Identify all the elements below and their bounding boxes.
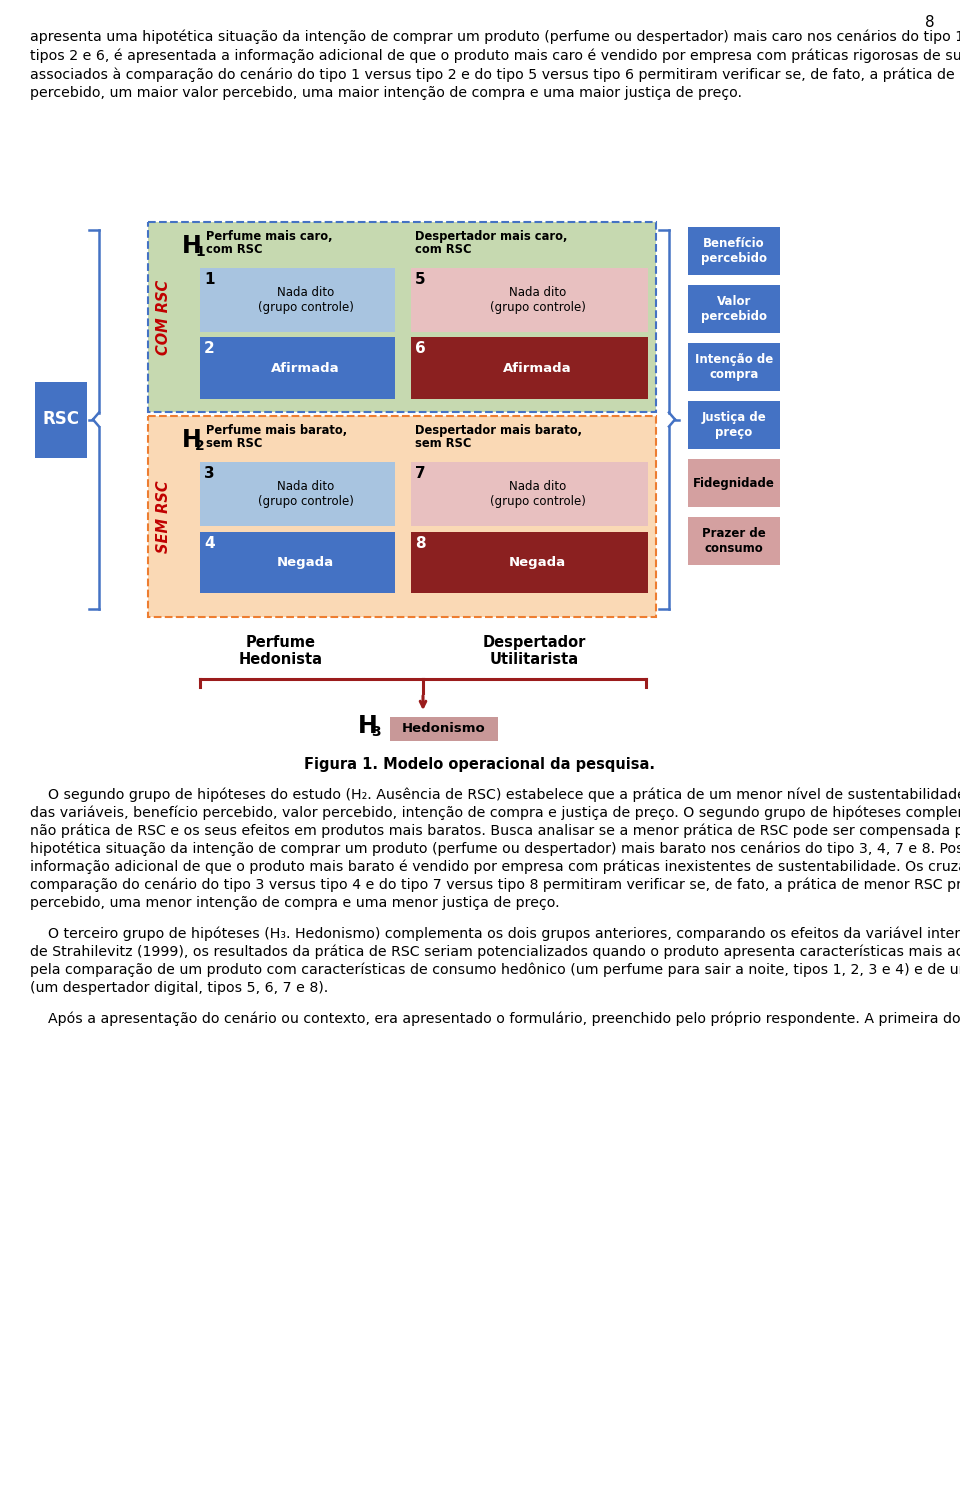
FancyBboxPatch shape <box>411 532 648 594</box>
FancyBboxPatch shape <box>411 462 648 526</box>
Text: 7: 7 <box>415 465 425 480</box>
Text: COM RSC: COM RSC <box>156 280 172 355</box>
Text: 1: 1 <box>204 272 214 287</box>
Text: de Strahilevitz (1999), os resultados da prática de RSC seriam potencializados q: de Strahilevitz (1999), os resultados da… <box>30 944 960 959</box>
Text: 8: 8 <box>415 536 425 552</box>
Text: (um despertador digital, tipos 5, 6, 7 e 8).: (um despertador digital, tipos 5, 6, 7 e… <box>30 981 328 996</box>
FancyBboxPatch shape <box>200 462 395 526</box>
FancyBboxPatch shape <box>411 337 648 399</box>
Text: Justiça de
preço: Justiça de preço <box>702 411 766 440</box>
Text: Perfume mais barato,: Perfume mais barato, <box>206 425 348 437</box>
FancyBboxPatch shape <box>35 381 87 458</box>
Text: Negada: Negada <box>276 556 334 570</box>
Text: H: H <box>358 715 377 737</box>
Text: percebido, uma menor intenção de compra e uma menor justiça de preço.: percebido, uma menor intenção de compra … <box>30 896 560 910</box>
FancyBboxPatch shape <box>200 267 395 332</box>
Text: sem RSC: sem RSC <box>206 437 262 450</box>
Text: SEM RSC: SEM RSC <box>156 480 172 553</box>
Text: RSC: RSC <box>42 411 80 429</box>
Text: Após a apresentação do cenário ou contexto, era apresentado o formulário, preenc: Após a apresentação do cenário ou contex… <box>30 1011 960 1026</box>
Text: Hedonismo: Hedonismo <box>402 722 486 736</box>
Text: comparação do cenário do tipo 3 versus tipo 4 e do tipo 7 versus tipo 8 permitir: comparação do cenário do tipo 3 versus t… <box>30 878 960 893</box>
Text: com RSC: com RSC <box>415 243 471 255</box>
Text: tipos 2 e 6, é apresentada a informação adicional de que o produto mais caro é v: tipos 2 e 6, é apresentada a informação … <box>30 48 960 63</box>
Text: percebido, um maior valor percebido, uma maior intenção de compra e uma maior ju: percebido, um maior valor percebido, uma… <box>30 86 742 100</box>
Text: H: H <box>182 234 202 258</box>
FancyBboxPatch shape <box>148 417 656 616</box>
Text: 3: 3 <box>371 725 380 739</box>
Text: sem RSC: sem RSC <box>415 437 471 450</box>
Text: não prática de RSC e os seus efeitos em produtos mais baratos. Busca analisar se: não prática de RSC e os seus efeitos em … <box>30 823 960 839</box>
Text: O segundo grupo de hipóteses do estudo (H₂. Ausência de RSC) estabelece que a pr: O segundo grupo de hipóteses do estudo (… <box>30 787 960 801</box>
FancyBboxPatch shape <box>148 222 656 413</box>
FancyBboxPatch shape <box>200 337 395 399</box>
Text: das variáveis, benefício percebido, valor percebido, intenção de compra e justiç: das variáveis, benefício percebido, valo… <box>30 805 960 819</box>
Text: 4: 4 <box>204 536 215 552</box>
Text: Figura 1. Modelo operacional da pesquisa.: Figura 1. Modelo operacional da pesquisa… <box>304 757 656 772</box>
Text: pela comparação de um produto com características de consumo hedônico (um perfum: pela comparação de um produto com caract… <box>30 963 960 978</box>
Text: Despertador mais caro,: Despertador mais caro, <box>415 230 567 243</box>
Text: Nada dito
(grupo controle): Nada dito (grupo controle) <box>257 480 353 508</box>
Text: informação adicional de que o produto mais barato é vendido por empresa com prát: informação adicional de que o produto ma… <box>30 860 960 875</box>
Text: Afirmada: Afirmada <box>503 361 572 375</box>
Text: Perfume mais caro,: Perfume mais caro, <box>206 230 332 243</box>
FancyBboxPatch shape <box>688 286 780 332</box>
Text: 8: 8 <box>925 15 935 30</box>
Text: 5: 5 <box>415 272 425 287</box>
Text: 1: 1 <box>195 245 204 258</box>
Text: Negada: Negada <box>509 556 566 570</box>
FancyBboxPatch shape <box>688 343 780 391</box>
Text: Nada dito
(grupo controle): Nada dito (grupo controle) <box>490 286 586 314</box>
FancyBboxPatch shape <box>688 517 780 565</box>
Text: Perfume
Hedonista: Perfume Hedonista <box>238 635 323 668</box>
FancyBboxPatch shape <box>688 227 780 275</box>
FancyBboxPatch shape <box>411 267 648 332</box>
Text: Nada dito
(grupo controle): Nada dito (grupo controle) <box>490 480 586 508</box>
Text: apresenta uma hipotética situação da intenção de comprar um produto (perfume ou : apresenta uma hipotética situação da int… <box>30 30 960 44</box>
Text: associados à comparação do cenário do tipo 1 versus tipo 2 e do tipo 5 versus ti: associados à comparação do cenário do ti… <box>30 66 960 82</box>
Text: 2: 2 <box>195 440 204 453</box>
Text: Despertador mais barato,: Despertador mais barato, <box>415 425 582 437</box>
Text: 2: 2 <box>204 341 215 357</box>
Text: Nada dito
(grupo controle): Nada dito (grupo controle) <box>257 286 353 314</box>
Text: 3: 3 <box>204 465 215 480</box>
Text: hipotética situação da intenção de comprar um produto (perfume ou despertador) m: hipotética situação da intenção de compr… <box>30 842 960 857</box>
FancyBboxPatch shape <box>200 532 395 594</box>
Text: Valor
percebido: Valor percebido <box>701 295 767 323</box>
Text: H: H <box>182 429 202 452</box>
Text: Fidegnidade: Fidegnidade <box>693 476 775 490</box>
FancyBboxPatch shape <box>688 459 780 508</box>
Text: O terceiro grupo de hipóteses (H₃. Hedonismo) complementa os dois grupos anterio: O terceiro grupo de hipóteses (H₃. Hedon… <box>30 926 960 941</box>
Text: 6: 6 <box>415 341 426 357</box>
FancyBboxPatch shape <box>688 400 780 449</box>
Text: Despertador
Utilitarista: Despertador Utilitarista <box>483 635 587 668</box>
Text: Intenção de
compra: Intenção de compra <box>695 354 773 381</box>
Text: com RSC: com RSC <box>206 243 262 255</box>
Text: Afirmada: Afirmada <box>271 361 340 375</box>
FancyBboxPatch shape <box>390 718 498 740</box>
Text: Prazer de
consumo: Prazer de consumo <box>702 527 766 555</box>
Text: Benefício
percebido: Benefício percebido <box>701 237 767 264</box>
